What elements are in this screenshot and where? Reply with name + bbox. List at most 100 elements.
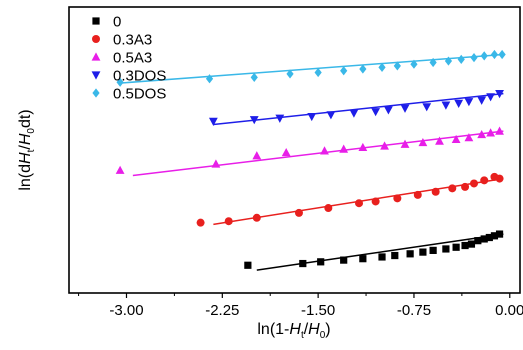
data-point-series-0 <box>474 237 482 245</box>
data-point-series-3 <box>326 111 336 120</box>
data-point-series-1 <box>371 197 380 206</box>
fit-line-series-0 <box>256 233 504 271</box>
data-point-series-0 <box>467 240 476 248</box>
data-point-series-4 <box>480 51 488 61</box>
data-point-series-3 <box>422 103 432 112</box>
y-axis-label-slash: / <box>17 145 34 150</box>
legend-label-series-1: 0.3A3 <box>113 32 152 49</box>
axes <box>68 6 521 294</box>
x-tick-label: -0.75 <box>397 302 431 319</box>
fit-line-series-2 <box>132 130 504 177</box>
data-point-series-2 <box>115 165 125 174</box>
data-point-series-0 <box>359 255 367 263</box>
data-point-series-1 <box>413 190 422 199</box>
data-point-series-2 <box>358 142 368 152</box>
data-point-series-0 <box>340 256 348 264</box>
data-point-series-3 <box>454 99 464 108</box>
data-point-series-1 <box>495 174 504 183</box>
data-point-series-4 <box>116 77 124 87</box>
x-tick-label: -2.25 <box>205 302 239 319</box>
data-point-series-0 <box>480 235 488 243</box>
data-point-series-3 <box>349 109 359 118</box>
data-point-series-0 <box>406 250 414 258</box>
data-point-series-3 <box>208 117 218 126</box>
data-point-series-0 <box>452 243 460 251</box>
data-point-series-4 <box>444 56 453 66</box>
data-point-series-3 <box>400 104 410 113</box>
data-point-series-4 <box>359 64 367 74</box>
data-point-series-1 <box>252 213 261 222</box>
data-point-series-4 <box>340 66 348 76</box>
legend-marker-series-4 <box>92 88 100 98</box>
data-point-series-2 <box>400 139 410 148</box>
data-point-series-4 <box>490 49 499 60</box>
data-point-series-4 <box>314 67 322 78</box>
data-point-series-0 <box>495 230 504 238</box>
y-axis-label-var2: H <box>17 133 34 145</box>
x-axis-label-slash: / <box>304 321 309 338</box>
y-axis-label-sub2: 0 <box>26 128 37 134</box>
data-point-series-3 <box>371 108 381 117</box>
x-axis-label-suffix: ) <box>325 321 330 338</box>
x-axis-ticks: -3.00 -2.25 -1.50 -0.75 0.00 <box>78 293 523 319</box>
data-point-series-1 <box>196 218 205 227</box>
data-point-series-1 <box>324 204 333 213</box>
data-point-series-2 <box>435 136 444 145</box>
data-point-series-2 <box>339 144 349 153</box>
data-point-series-4 <box>498 49 506 60</box>
x-axis-label-prefix: ln(1- <box>257 321 289 338</box>
x-tick-label: 0.00 <box>495 302 523 319</box>
data-point-series-0 <box>317 258 325 266</box>
plot-frame <box>68 6 521 294</box>
data-point-series-2 <box>380 141 389 150</box>
data-point-series-0 <box>490 232 499 240</box>
x-tick-label: -3.00 <box>109 302 143 319</box>
data-point-series-1 <box>393 194 402 203</box>
data-point-series-2 <box>252 151 262 160</box>
data-point-series-1 <box>470 179 479 188</box>
data-point-series-2 <box>281 147 291 157</box>
data-point-series-0 <box>461 241 469 250</box>
data-point-series-2 <box>320 146 329 155</box>
data-point-series-0 <box>485 233 493 242</box>
data-point-series-0 <box>391 251 399 260</box>
legend-marker-series-2 <box>91 52 101 61</box>
data-point-series-3 <box>464 98 474 107</box>
x-axis-label-sub1: t <box>301 330 304 341</box>
data-point-series-4 <box>393 61 401 71</box>
legend-marker-series-0 <box>92 17 100 25</box>
x-tick-label: -1.50 <box>301 302 335 319</box>
data-point-series-3 <box>275 114 285 123</box>
data-point-series-4 <box>378 62 386 72</box>
y-axis-label-prefix: ln(d <box>17 164 34 191</box>
y-axis-label-suffix: dt) <box>17 109 34 128</box>
data-point-series-1 <box>224 217 233 226</box>
data-point-series-3 <box>249 116 259 125</box>
data-point-series-2 <box>464 133 474 142</box>
data-point-series-0 <box>299 259 307 268</box>
data-point-series-4 <box>286 69 294 79</box>
data-point-series-0 <box>442 245 450 253</box>
fit-lines <box>120 53 504 271</box>
data-point-series-4 <box>250 72 258 82</box>
y-axis-label-sub1: t <box>26 149 37 152</box>
legend-label-series-2: 0.5A3 <box>113 50 152 67</box>
data-point-series-2 <box>477 129 487 139</box>
y-axis-label: ln(dHt/H0dt) <box>17 109 37 190</box>
data-point-series-2 <box>418 137 428 147</box>
fit-line-series-3 <box>213 92 504 126</box>
legend-label-series-0: 0 <box>113 14 121 31</box>
data-point-series-2 <box>451 134 461 144</box>
data-point-series-0 <box>429 246 437 254</box>
data-point-series-3 <box>486 93 496 102</box>
data-point-series-2 <box>486 128 496 137</box>
data-point-series-1 <box>431 187 440 196</box>
data-point-series-0 <box>244 261 252 269</box>
data-point-series-4 <box>205 74 214 84</box>
data-point-series-2 <box>495 126 504 135</box>
x-axis-label-var2: H <box>308 321 320 338</box>
x-axis-label: ln(1-Ht/H0) <box>257 321 330 341</box>
